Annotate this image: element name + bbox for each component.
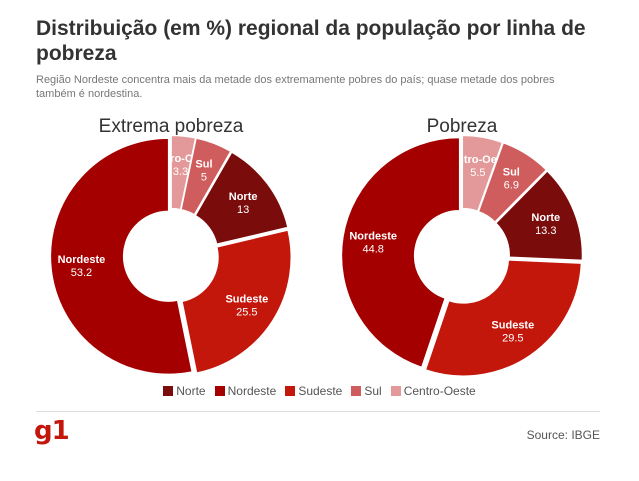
slice-label-sul: Sul 5: [195, 159, 212, 184]
slice-value-sul: 6.9: [504, 180, 519, 192]
legend-item-sul: Sul: [351, 384, 382, 398]
slice-value-centro-oeste: 3.3: [173, 166, 188, 178]
slice-category-norte: Norte: [531, 212, 560, 224]
legend-swatch: [351, 386, 362, 396]
slice-label-centro-oeste: Centro-Oeste 5.5: [443, 154, 513, 179]
slice-norte: [194, 151, 289, 245]
legend-label: Centro-Oeste: [403, 384, 476, 398]
slice-sul: [477, 142, 548, 223]
slice-norte: [495, 170, 583, 261]
slice-label-norte: Norte 13.3: [531, 212, 560, 237]
slice-label-nordeste: Nordeste 53.2: [58, 254, 106, 279]
source-note: Source: IBGE: [526, 428, 600, 442]
slice-value-nordeste: 53.2: [71, 267, 92, 279]
slice-category-sudeste: Sudeste: [225, 293, 268, 305]
slice-sul: [180, 137, 232, 216]
slice-label-sudeste: Sudeste 25.5: [225, 293, 268, 318]
legend-item-sudeste: Sudeste: [285, 384, 342, 398]
slice-centro-oeste: [461, 134, 504, 212]
g1-logo: g1: [34, 416, 70, 446]
slice-value-norte: 13.3: [535, 225, 556, 237]
slice-value-sudeste: 25.5: [236, 306, 257, 318]
slice-value-centro-oeste: 5.5: [470, 167, 485, 179]
donut-title: Extrema pobreza: [99, 116, 244, 137]
slice-label-nordeste: Nordeste 44.8: [349, 230, 397, 255]
legend-label: Sul: [364, 384, 382, 398]
chart-subtitle: Região Nordeste concentra mais da metade…: [36, 74, 555, 100]
slice-category-nordeste: Nordeste: [58, 254, 106, 266]
chart-title: Distribuição (em %) regional da populaçã…: [36, 17, 586, 65]
slice-label-norte: Norte 13: [229, 191, 258, 216]
donut-title: Pobreza: [427, 116, 498, 137]
slice-centro-oeste: [170, 134, 197, 211]
legend-swatch: [214, 386, 225, 396]
legend-item-nordeste: Nordeste: [214, 384, 277, 398]
legend-label: Norte: [176, 384, 206, 398]
slice-category-sul: Sul: [503, 167, 520, 179]
slice-value-norte: 13: [237, 204, 249, 216]
slice-value-nordeste: 44.8: [362, 243, 383, 255]
slice-label-sul: Sul 6.9: [503, 167, 520, 192]
legend-swatch: [390, 386, 401, 396]
slice-category-norte: Norte: [229, 191, 258, 203]
slice-category-nordeste: Nordeste: [349, 230, 397, 242]
slice-sudeste: [424, 259, 582, 377]
legend-item-centro-oeste: Centro-Oeste: [390, 384, 476, 398]
slice-category-sul: Sul: [195, 159, 212, 171]
slice-category-sudeste: Sudeste: [491, 319, 534, 331]
chart-legend: Norte Nordeste Sudeste Sul Centro-Oeste: [0, 384, 639, 398]
legend-item-norte: Norte: [163, 384, 206, 398]
slice-value-sul: 5: [201, 172, 207, 184]
legend-swatch: [285, 386, 296, 396]
slice-sudeste: [181, 229, 292, 374]
legend-label: Sudeste: [298, 384, 343, 398]
legend-swatch: [163, 386, 174, 396]
slice-nordeste: [340, 136, 461, 369]
slice-nordeste: [49, 137, 193, 375]
slice-label-sudeste: Sudeste 29.5: [491, 319, 534, 344]
slice-value-sudeste: 29.5: [502, 332, 523, 344]
footer-divider: [36, 411, 600, 412]
legend-label: Nordeste: [227, 384, 277, 398]
slice-category-centro-oeste: Centro-Oeste: [443, 154, 513, 166]
